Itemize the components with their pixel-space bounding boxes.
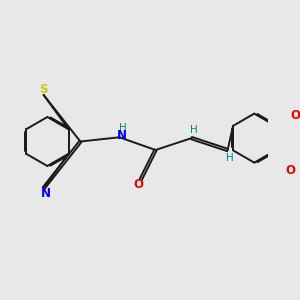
Text: H: H <box>118 123 126 133</box>
Text: H: H <box>226 153 234 163</box>
Text: S: S <box>39 83 48 96</box>
Text: O: O <box>290 109 300 122</box>
Text: O: O <box>134 178 143 191</box>
Text: N: N <box>116 129 127 142</box>
Text: O: O <box>286 164 296 177</box>
Text: N: N <box>41 187 51 200</box>
Text: H: H <box>190 125 198 136</box>
